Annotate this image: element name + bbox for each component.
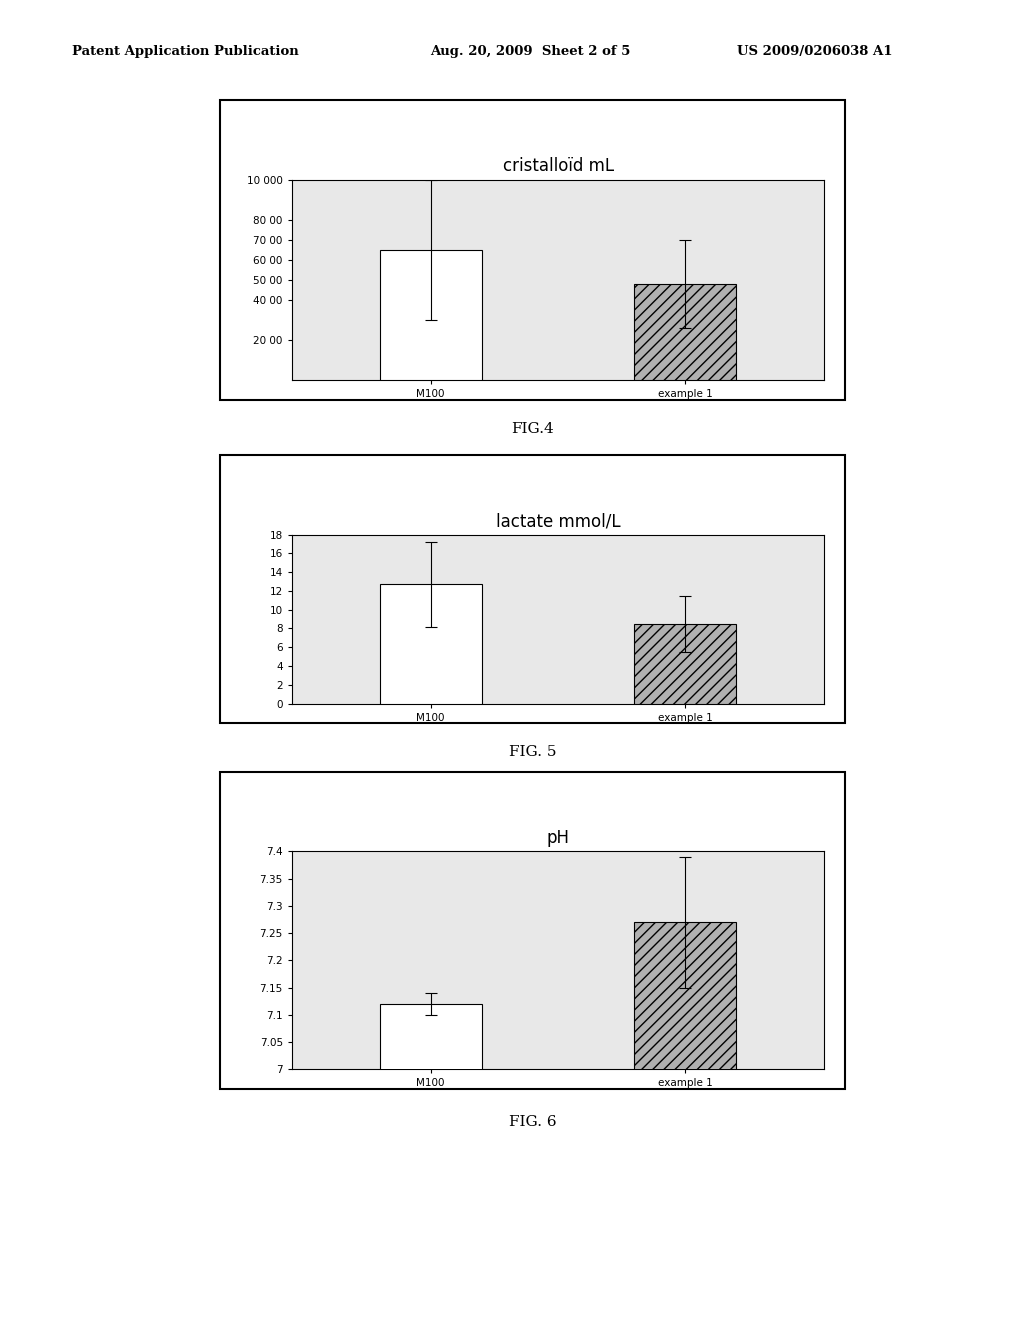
Title: cristalloïd mL: cristalloïd mL: [503, 157, 613, 176]
Text: FIG.4: FIG.4: [511, 422, 554, 436]
Text: Patent Application Publication: Patent Application Publication: [72, 45, 298, 58]
Bar: [635, 624, 736, 704]
Text: Aug. 20, 2009  Sheet 2 of 5: Aug. 20, 2009 Sheet 2 of 5: [430, 45, 631, 58]
Text: US 2009/0206038 A1: US 2009/0206038 A1: [737, 45, 893, 58]
Bar: [380, 249, 481, 380]
Bar: [635, 923, 736, 1320]
Title: pH: pH: [547, 829, 569, 847]
Text: FIG. 5: FIG. 5: [509, 746, 556, 759]
Title: lactate mmol/L: lactate mmol/L: [496, 512, 621, 531]
Text: FIG. 6: FIG. 6: [509, 1115, 556, 1129]
Bar: [635, 284, 736, 380]
Bar: [380, 585, 481, 704]
Bar: [380, 1003, 481, 1320]
